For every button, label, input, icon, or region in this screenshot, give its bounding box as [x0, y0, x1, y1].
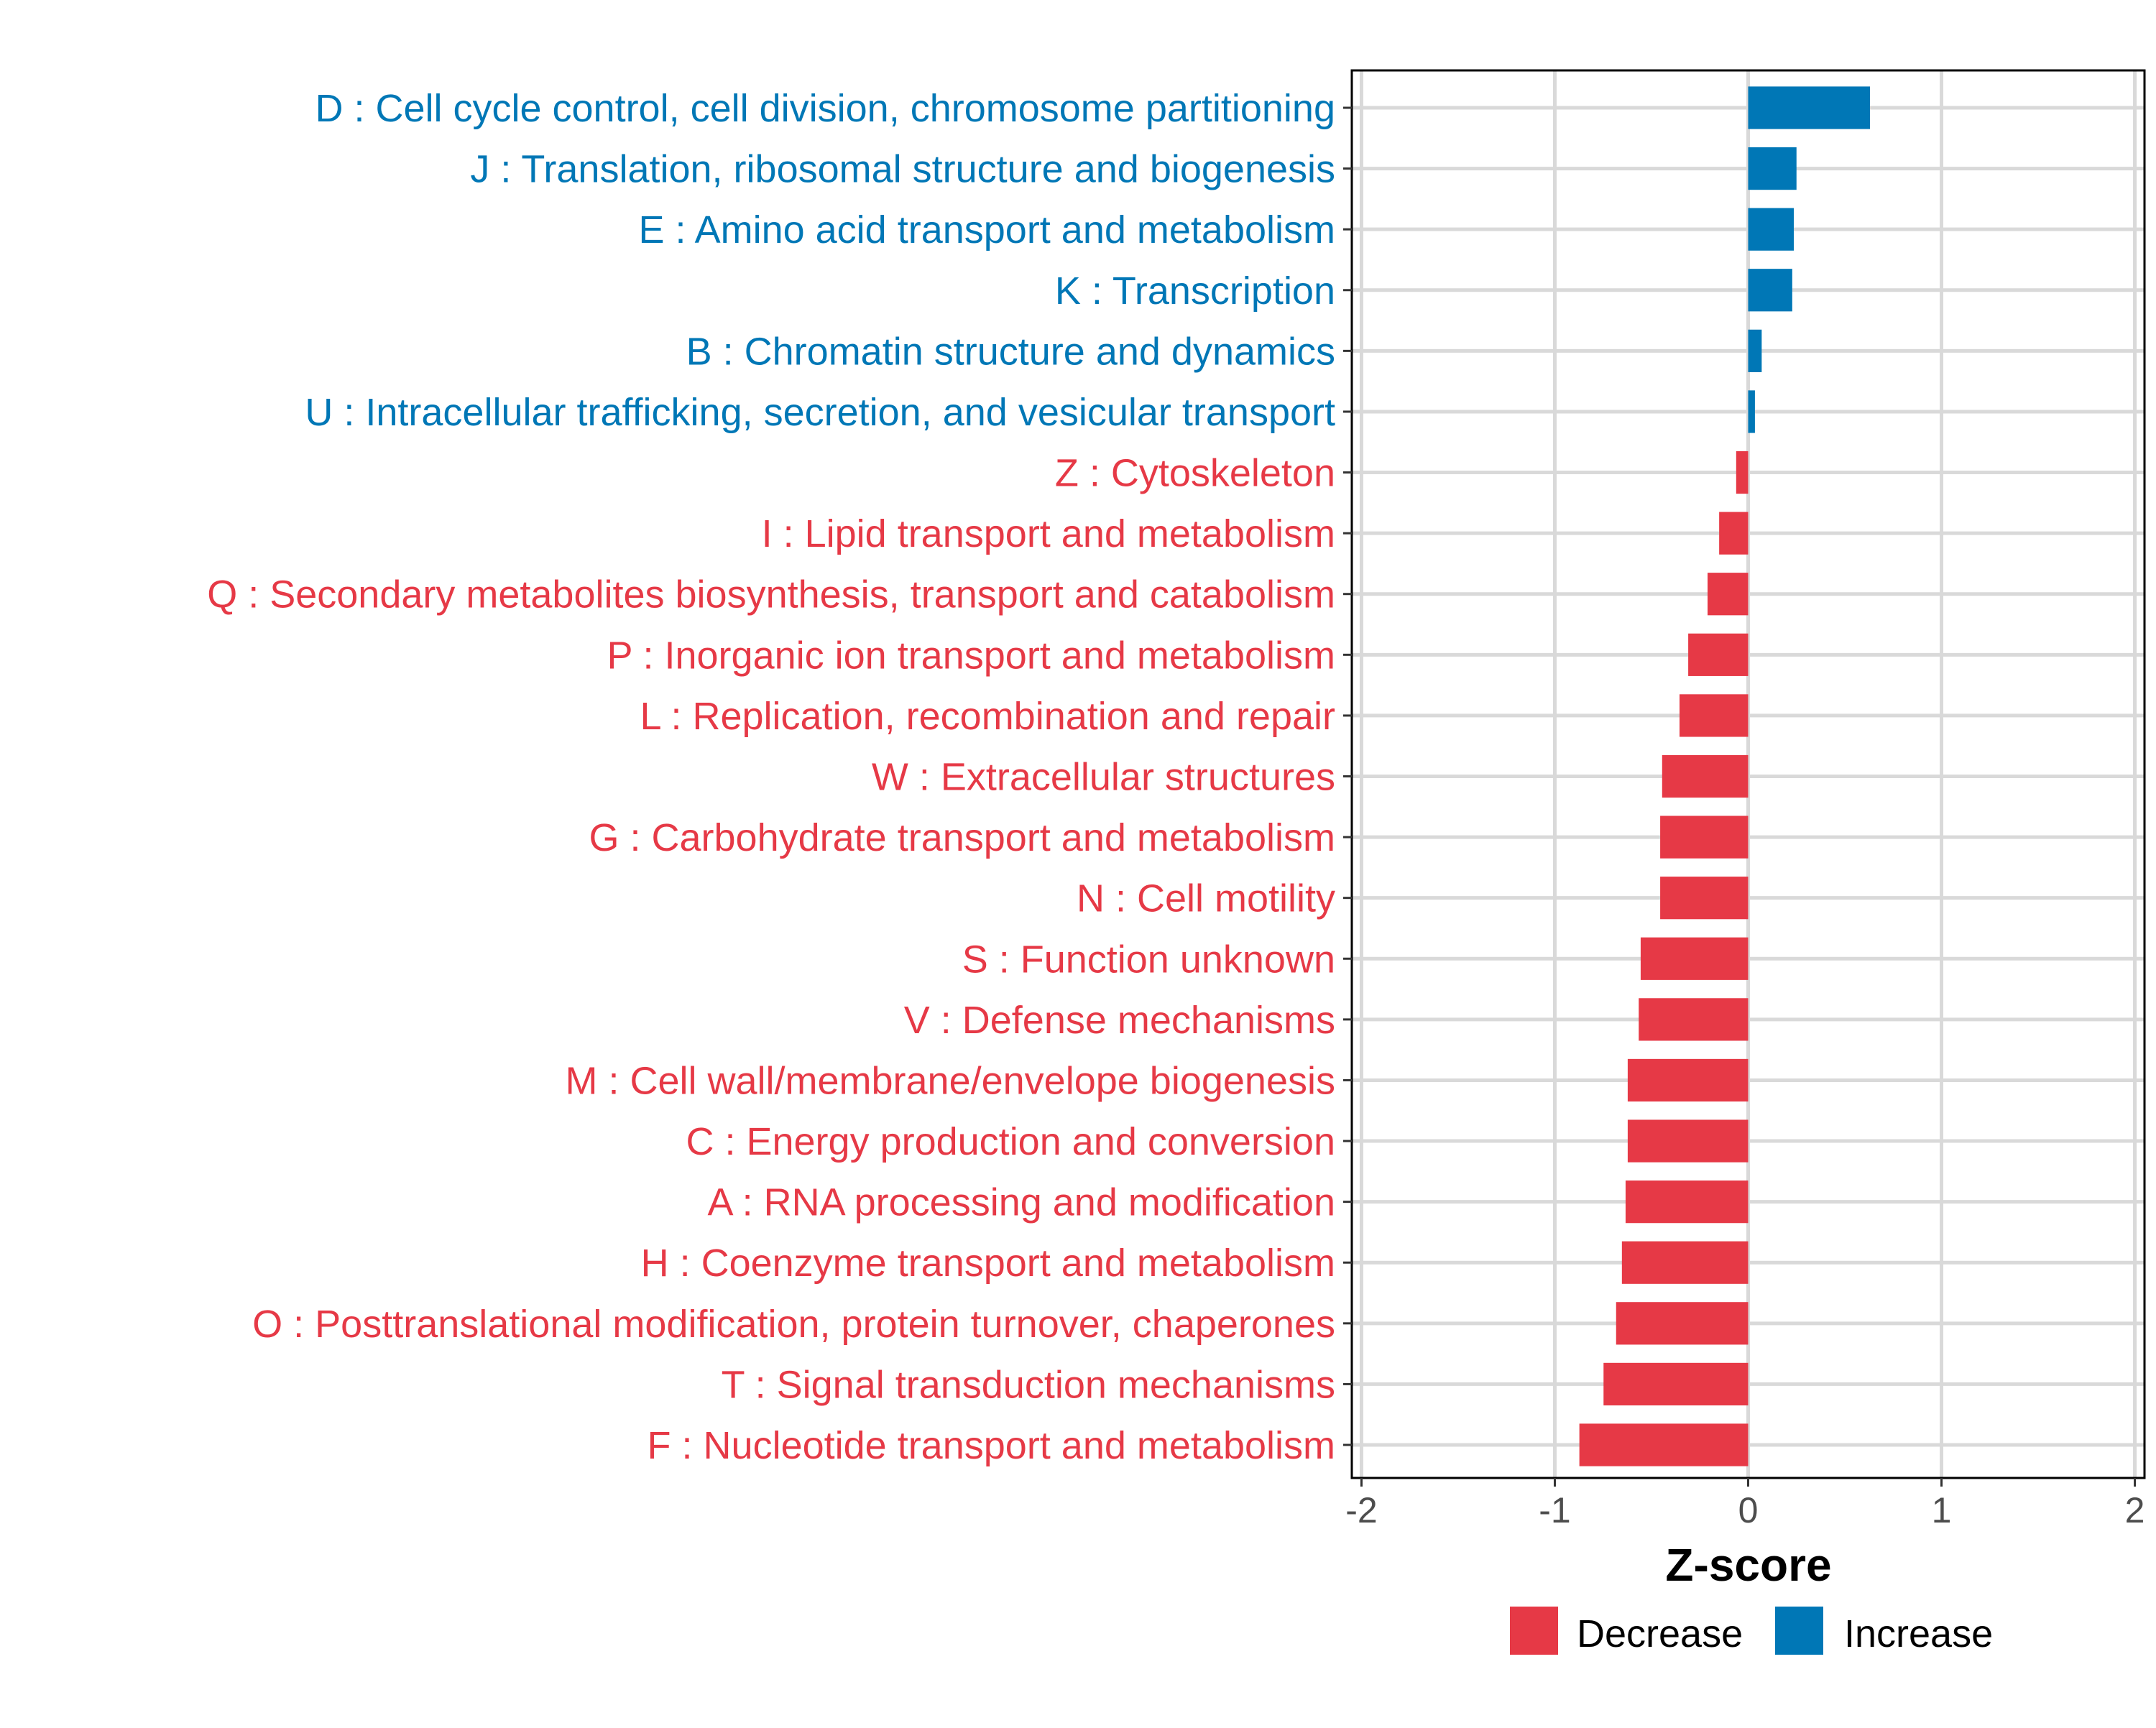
bar-z [1736, 451, 1749, 494]
bar-f [1579, 1423, 1749, 1466]
category-label: J : Translation, ribosomal structure and… [470, 148, 1335, 191]
bar-c [1627, 1119, 1749, 1163]
bar-l [1679, 694, 1749, 737]
category-label: M : Cell wall/membrane/envelope biogenes… [565, 1059, 1335, 1102]
bar-i [1719, 512, 1749, 555]
bar-g [1660, 816, 1749, 859]
legend-label-increase: Increase [1844, 1612, 1993, 1655]
x-tick-label: 1 [1932, 1490, 1952, 1530]
category-label: P : Inorganic ion transport and metaboli… [607, 634, 1335, 677]
bar-w [1662, 754, 1749, 798]
category-label: D : Cell cycle control, cell division, c… [315, 87, 1335, 130]
bars [1579, 86, 1870, 1466]
category-label: F : Nucleotide transport and metabolism [648, 1424, 1335, 1467]
category-label: S : Function unknown [962, 938, 1335, 981]
category-label: B : Chromatin structure and dynamics [686, 330, 1335, 373]
legend-swatch-decrease [1510, 1607, 1558, 1655]
category-label: W : Extracellular structures [872, 756, 1335, 799]
category-label: H : Coenzyme transport and metabolism [641, 1242, 1335, 1285]
bar-p [1688, 633, 1749, 676]
legend-label-decrease: Decrease [1577, 1612, 1743, 1655]
x-tick-label: 0 [1738, 1490, 1759, 1530]
bar-e [1748, 208, 1794, 251]
category-label: U : Intracellular trafficking, secretion… [305, 391, 1335, 434]
x-axis-ticks: -2 -1 0 1 2 [1345, 1478, 2145, 1530]
bar-a [1625, 1181, 1749, 1224]
category-label: N : Cell motility [1077, 877, 1335, 920]
bar-s [1640, 937, 1749, 980]
category-label: Z : Cytoskeleton [1055, 452, 1335, 495]
bar-k [1748, 269, 1792, 312]
bar-o [1616, 1302, 1749, 1345]
legend: Decrease Increase [1510, 1607, 1993, 1655]
bar-j [1748, 147, 1797, 190]
category-label: C : Energy production and conversion [686, 1120, 1335, 1163]
category-label: E : Amino acid transport and metabolism [639, 208, 1335, 251]
category-label: V : Defense mechanisms [904, 999, 1335, 1042]
bar-d [1748, 86, 1870, 129]
bar-v [1639, 998, 1749, 1041]
x-tick-label: -1 [1539, 1490, 1570, 1530]
x-axis-title: Z-score [1665, 1539, 1831, 1591]
bar-h [1621, 1241, 1749, 1284]
x-tick-label: -2 [1345, 1490, 1377, 1530]
bar-n [1660, 877, 1749, 920]
category-label: G : Carbohydrate transport and metabolis… [589, 816, 1336, 859]
legend-swatch-increase [1775, 1607, 1823, 1655]
category-label: K : Transcription [1055, 269, 1335, 313]
category-label: L : Replication, recombination and repai… [640, 695, 1335, 738]
category-label: O : Posttranslational modification, prot… [252, 1303, 1335, 1346]
category-label: I : Lipid transport and metabolism [762, 512, 1335, 555]
category-label: A : RNA processing and modification [708, 1181, 1335, 1224]
bar-q [1708, 573, 1749, 616]
category-label: T : Signal transduction mechanisms [722, 1363, 1335, 1406]
bar-b [1748, 329, 1762, 372]
bar-t [1603, 1362, 1749, 1406]
bar-u [1748, 390, 1755, 433]
category-labels: D : Cell cycle control, cell division, c… [207, 87, 1352, 1467]
bar-m [1627, 1058, 1749, 1102]
x-tick-label: 2 [2125, 1490, 2145, 1530]
category-label: Q : Secondary metabolites biosynthesis, … [207, 573, 1335, 616]
